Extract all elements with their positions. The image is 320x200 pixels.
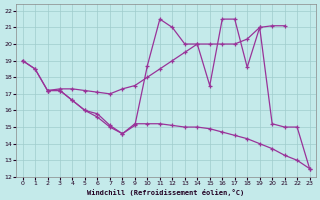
X-axis label: Windchill (Refroidissement éolien,°C): Windchill (Refroidissement éolien,°C) [87,189,245,196]
